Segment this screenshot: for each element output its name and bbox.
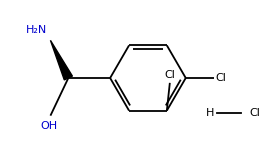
Text: Cl: Cl — [250, 108, 260, 118]
Text: Cl: Cl — [216, 73, 227, 83]
Text: H₂N: H₂N — [26, 25, 48, 35]
Polygon shape — [51, 40, 72, 80]
Text: Cl: Cl — [164, 70, 175, 80]
Text: OH: OH — [40, 121, 57, 131]
Text: H: H — [206, 108, 214, 118]
